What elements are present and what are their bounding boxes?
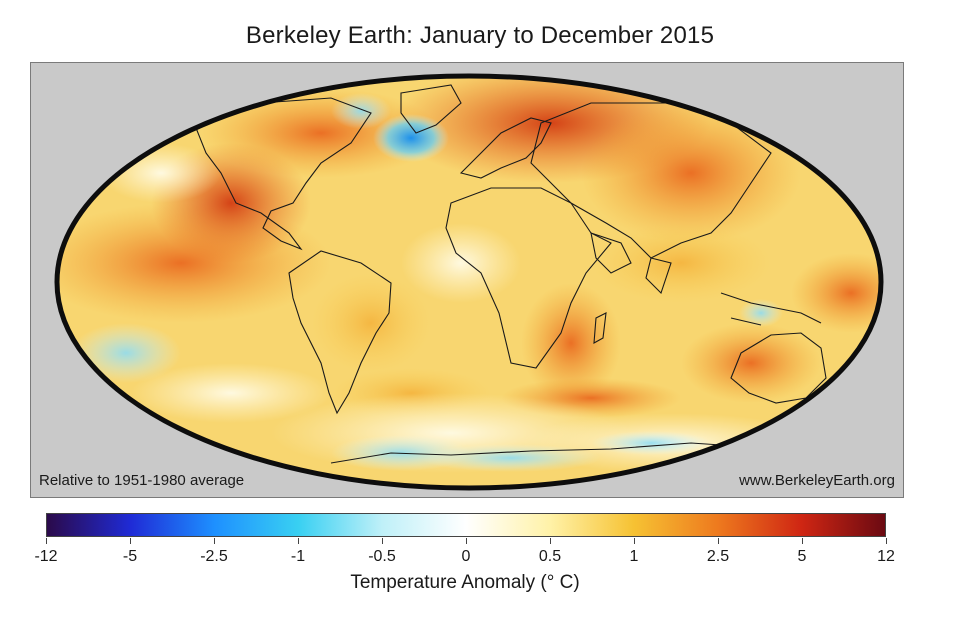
colorbar-tick-label: 1 <box>629 548 639 565</box>
colorbar-tick <box>465 538 467 544</box>
colorbar-tick <box>801 538 803 544</box>
colorbar-label: Temperature Anomaly (° C) <box>350 572 580 593</box>
anomaly-field <box>57 76 881 488</box>
colorbar-tick-label: 0 <box>461 548 471 565</box>
colorbar-tick-label: -0.5 <box>368 548 396 565</box>
colorbar-tick-label: 5 <box>797 548 807 565</box>
colorbar-tick <box>213 538 215 544</box>
colorbar-tick <box>885 538 887 544</box>
map-title: Berkeley Earth: January to December 2015 <box>245 22 715 49</box>
colorbar-tick <box>633 538 635 544</box>
colorbar-tick <box>381 538 383 544</box>
colorbar-tick <box>549 538 551 544</box>
anomaly-colorbar <box>46 513 886 537</box>
colorbar-tick-label: 2.5 <box>706 548 730 565</box>
colorbar-tick-label: -5 <box>122 548 138 565</box>
map-panel: Relative to 1951-1980 average www.Berkel… <box>30 62 904 498</box>
colorbar-tick <box>717 538 719 544</box>
world-anomaly-map <box>54 73 884 491</box>
colorbar-tick-label: -1 <box>290 548 306 565</box>
colorbar-tick <box>45 538 47 544</box>
colorbar-tick-label: -12 <box>34 548 58 565</box>
colorbar-tick <box>129 538 131 544</box>
colorbar-tick-label: 12 <box>877 548 895 565</box>
colorbar-tick <box>297 538 299 544</box>
colorbar-tick-label: -2.5 <box>200 548 228 565</box>
baseline-note: Relative to 1951-1980 average <box>39 472 245 489</box>
source-url: www.BerkeleyEarth.org <box>739 472 895 489</box>
colorbar-tick-label: 0.5 <box>538 548 562 565</box>
globe-outline <box>54 73 884 491</box>
